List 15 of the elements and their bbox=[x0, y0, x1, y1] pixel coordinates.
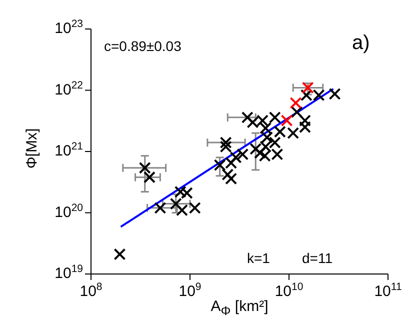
y-tick-label: 10$^{19}$ bbox=[54, 263, 84, 282]
x-tick-label: 10$^{8}$ bbox=[80, 281, 102, 300]
y-tick-label: 10$^{23}$ bbox=[54, 18, 84, 37]
y-tick-label: 10$^{20}$ bbox=[54, 202, 84, 221]
annotation: k=1 bbox=[247, 250, 270, 266]
x-tick-label: 10$^{11}$ bbox=[374, 281, 402, 300]
annotation: d=11 bbox=[302, 250, 332, 266]
y-tick-label: 10$^{22}$ bbox=[54, 79, 84, 98]
annotation: a) bbox=[352, 32, 370, 55]
x-axis-title: A$_{Φ}$ [km²] bbox=[210, 298, 268, 318]
x-tick-label: 10$^{10}$ bbox=[274, 281, 304, 300]
annotation: c=0.89±0.03 bbox=[104, 38, 182, 54]
y-axis-title: Φ[Mx] bbox=[24, 127, 40, 171]
y-tick-label: 10$^{21}$ bbox=[54, 140, 84, 160]
x-tick-label: 10$^{9}$ bbox=[178, 281, 202, 300]
